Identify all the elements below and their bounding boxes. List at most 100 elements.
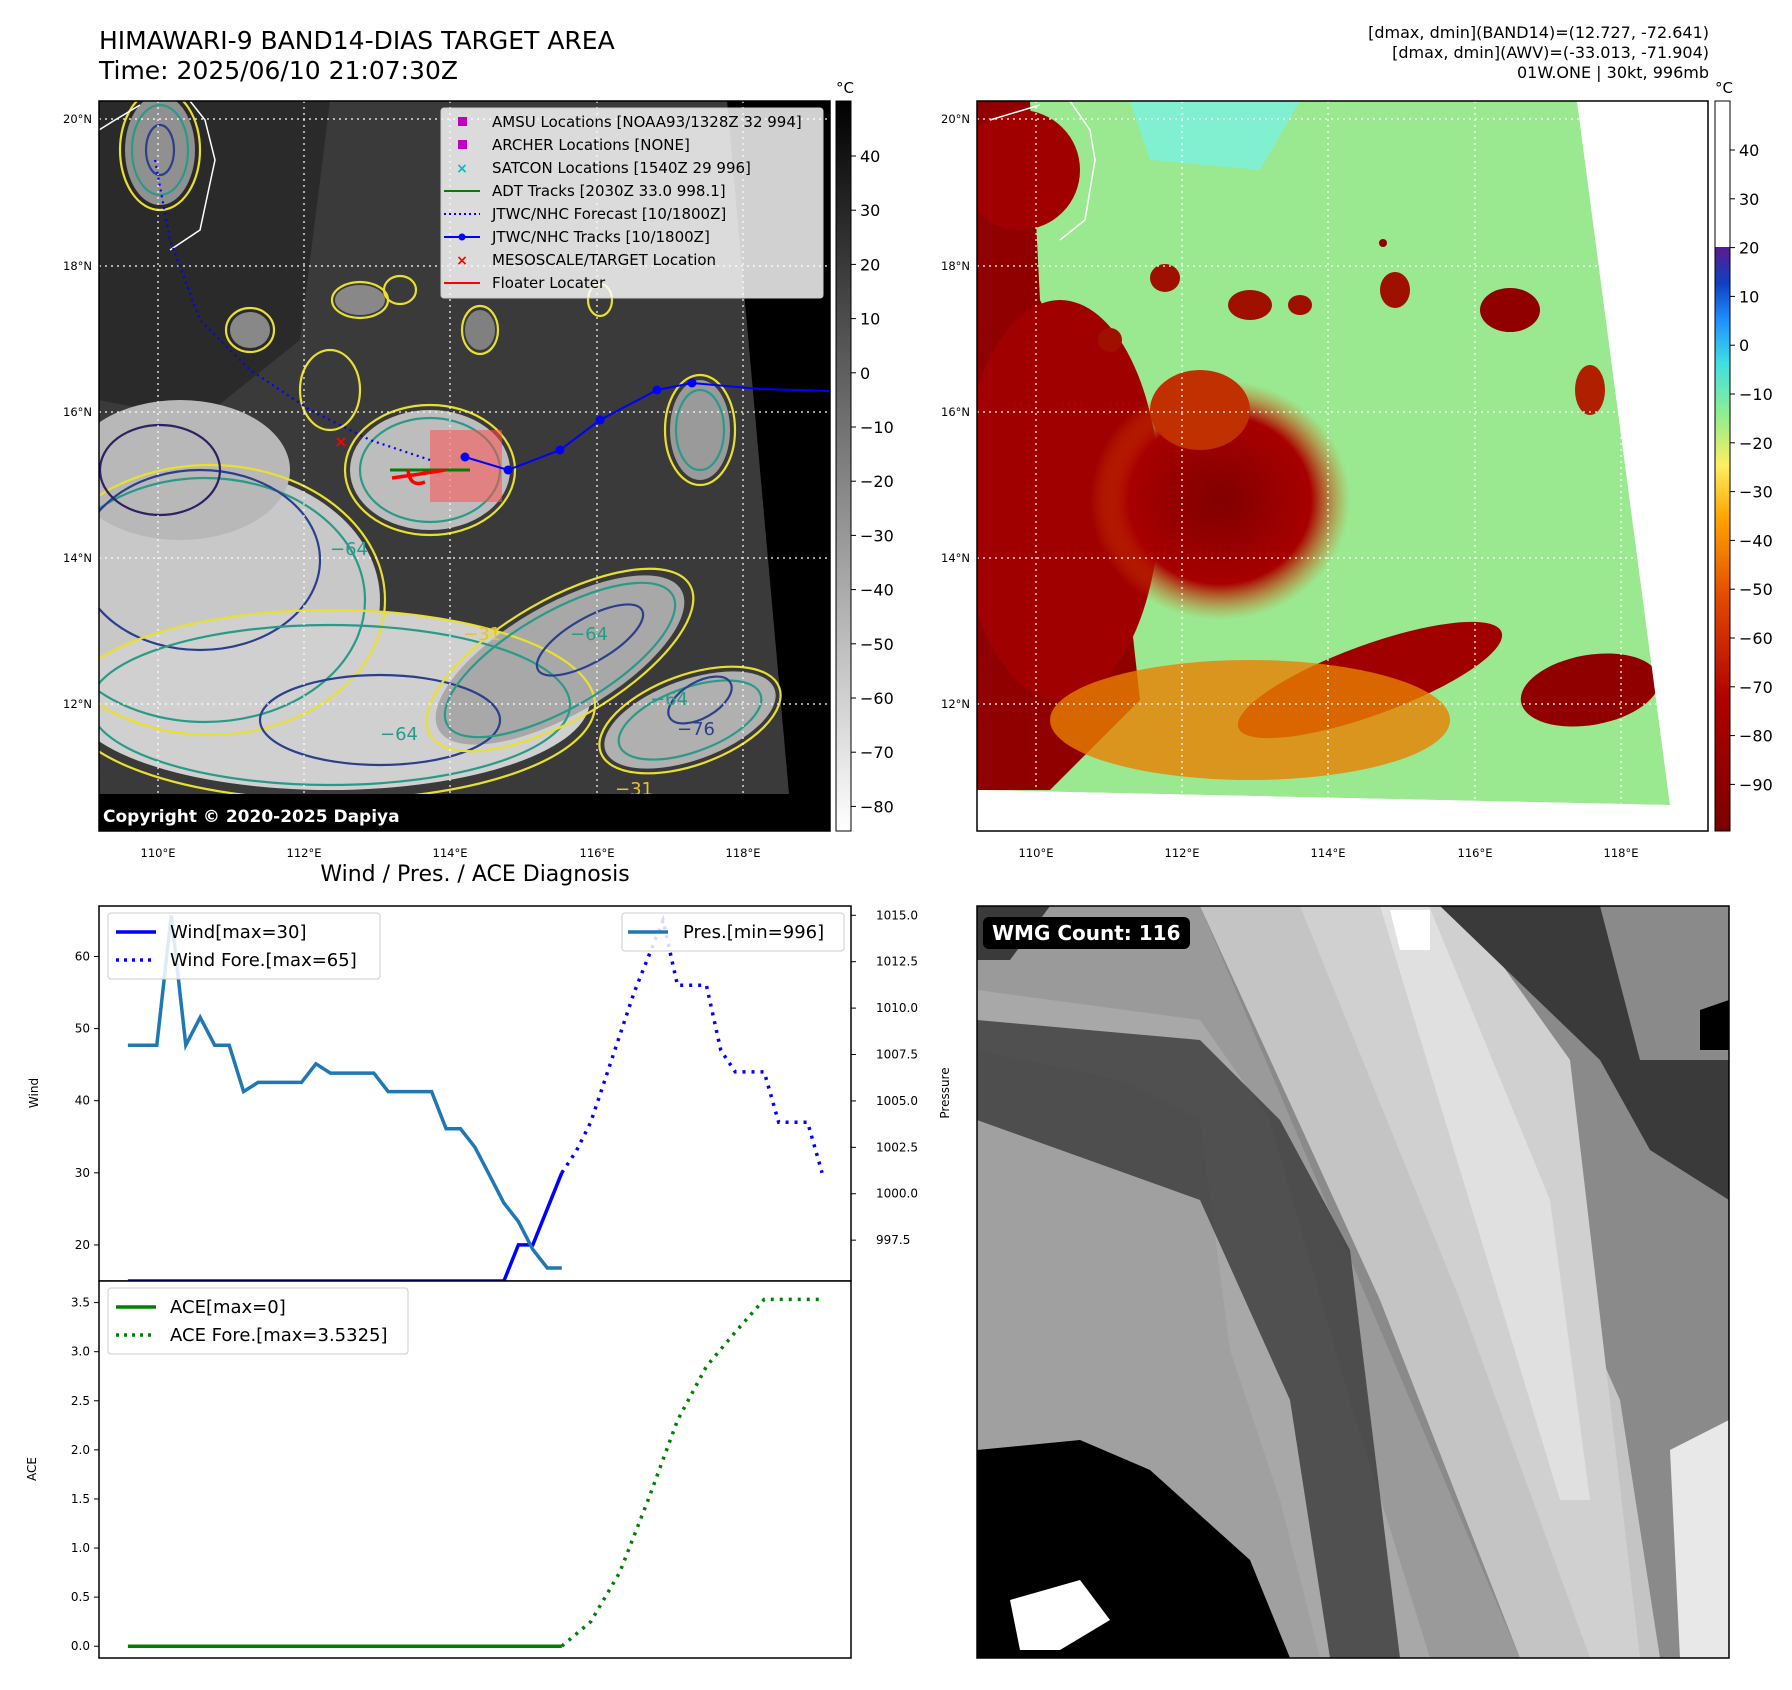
figure-title: HIMAWARI-9 BAND14-DIAS TARGET AREA Time:…	[99, 26, 615, 86]
ir-colorbar-tick: 30	[860, 201, 880, 220]
ir-colorbar-tick: −10	[860, 418, 894, 437]
ace-tick-label: 1.5	[71, 1492, 90, 1506]
ir-colorbar-tick: 40	[860, 147, 880, 166]
awv-colorbar-tick: −70	[1739, 678, 1773, 697]
ir-colorbar-tick: 0	[860, 364, 870, 383]
svg-text:Floater Locater: Floater Locater	[492, 274, 606, 292]
ace-legend: ACE[max=0] ACE Fore.[max=3.5325]	[107, 1287, 409, 1355]
product-title: HIMAWARI-9 BAND14-DIAS TARGET AREA	[99, 26, 615, 55]
ace-tick-label: 2.5	[71, 1394, 90, 1408]
pressure-tick-label: 1002.5	[876, 1140, 918, 1154]
ace-tick-label: 3.0	[71, 1345, 90, 1359]
ir-legend-item: JTWC/NHC Tracks [10/1800Z]	[444, 228, 710, 246]
wind-axis-label: Wind	[27, 1078, 41, 1108]
awv-colorbar-tick: 20	[1739, 239, 1759, 258]
ir-legend-item: AMSU Locations [NOAA93/1328Z 32 994]	[458, 113, 802, 131]
series-line-1	[560, 914, 824, 1174]
awv-colorbar-tick: −30	[1739, 483, 1773, 502]
awv-colorbar-tick: −60	[1739, 629, 1773, 648]
pressure-tick-label: 1015.0	[876, 908, 918, 922]
ir-colorbar: °C 40 30 20 10 0 −10 −20 −30 −40 −50 −60 −70 −80	[835, 79, 894, 832]
pressure-tick-label: 1005.0	[876, 1094, 918, 1108]
intensity-info: [dmax, dmin](BAND14)=(12.727, -72.641) […	[1368, 23, 1709, 83]
series-line-2	[127, 915, 562, 1270]
lon-tick-label: 118°E	[1604, 846, 1639, 860]
pressure-tick-label: 1012.5	[876, 955, 918, 969]
wind-tick-label: 20	[75, 1238, 90, 1252]
lon-tick-label: 118°E	[726, 846, 761, 860]
svg-text:×: ×	[456, 161, 468, 177]
wind-tick-label: 30	[75, 1166, 90, 1180]
ace-tick-label: 0.0	[71, 1639, 90, 1653]
ir-legend-item: ARCHER Locations [NONE]	[458, 136, 690, 154]
diagnosis-title: Wind / Pres. / ACE Diagnosis	[320, 862, 630, 887]
lat-tick-label: 14°N	[63, 551, 92, 565]
lon-tick-label: 114°E	[433, 846, 468, 860]
ir-legend-item: ADT Tracks [2030Z 33.0 998.1]	[444, 182, 726, 200]
ir-colorbar-tick: −30	[860, 526, 894, 545]
pressure-legend: Pres.[min=996]	[621, 912, 845, 952]
ace-series-line-1	[560, 1297, 823, 1648]
awv-colorbar-tick: −90	[1739, 775, 1773, 794]
lon-tick-label: 110°E	[141, 846, 176, 860]
wind-legend: Wind[max=30] Wind Fore.[max=65]	[107, 912, 381, 980]
ace-tick-label: 2.0	[71, 1443, 90, 1457]
awv-colorbar-tick: −50	[1739, 580, 1773, 599]
wmg-count-badge: WMG Count: 116	[983, 917, 1190, 949]
ir-legend-item: × MESOSCALE/TARGET Location	[456, 251, 716, 269]
svg-text:×: ×	[334, 432, 347, 451]
pressure-tick-label: 1000.0	[876, 1187, 918, 1201]
lon-tick-label: 112°E	[287, 846, 322, 860]
awv-colorbar-tick: −80	[1739, 727, 1773, 746]
svg-text:JTWC/NHC Forecast [10/1800Z]: JTWC/NHC Forecast [10/1800Z]	[491, 205, 726, 223]
pressure-tick-label: 1007.5	[876, 1048, 918, 1062]
product-time: Time: 2025/06/10 21:07:30Z	[99, 56, 458, 85]
wind-tick-label: 50	[75, 1022, 90, 1036]
ir-colorbar-tick: 10	[860, 310, 880, 329]
contour-label: −64	[570, 624, 608, 645]
awv-colorbar-tick: 40	[1739, 141, 1759, 160]
ir-legend-item: JTWC/NHC Forecast [10/1800Z]	[444, 205, 726, 223]
svg-text:AMSU Locations [NOAA93/1328Z 3: AMSU Locations [NOAA93/1328Z 32 994]	[492, 113, 802, 131]
ir-colorbar-tick: −70	[860, 743, 894, 762]
wmg-imagery	[977, 906, 1729, 1658]
svg-text:ARCHER Locations [NONE]: ARCHER Locations [NONE]	[492, 136, 690, 154]
ir-legend: AMSU Locations [NOAA93/1328Z 32 994] ARCH…	[440, 107, 824, 299]
ir-colorbar-tick: −20	[860, 472, 894, 491]
lat-tick-label: 18°N	[63, 259, 92, 273]
lat-tick-label: 18°N	[941, 259, 970, 273]
lat-tick-label: 20°N	[941, 112, 970, 126]
ace-tick-label: 0.5	[71, 1590, 90, 1604]
awv-colorbar-tick: 0	[1739, 336, 1749, 355]
ace-tick-label: 1.0	[71, 1541, 90, 1555]
contour-label: −64	[380, 724, 418, 745]
lon-tick-label: 112°E	[1165, 846, 1200, 860]
lat-tick-label: 14°N	[941, 551, 970, 565]
awv-colorbar: °C 40 30 20 10 0 −10 −20 −30 −40 −50 −60 −70 −80 −90	[1714, 79, 1773, 832]
lat-tick-label: 16°N	[941, 405, 970, 419]
ace-chart: 0.0 0.5 1.0 1.5 2.0 2.5 3.0 3.5 ACE ACE[max=0] …	[25, 1280, 852, 1659]
wind-pressure-chart: 20 30 40 50 60 997.5 1000.0 1002.5 1005.0 1007.5…	[27, 905, 952, 1283]
awv-imagery	[977, 101, 1708, 831]
awv-colorbar-unit: °C	[1715, 79, 1733, 97]
ir-colorbar-tick: −80	[860, 797, 894, 816]
lon-tick-label: 116°E	[1458, 846, 1493, 860]
lat-tick-label: 20°N	[63, 112, 92, 126]
awv-colorbar-tick: −20	[1739, 434, 1773, 453]
ir-colorbar-tick: −50	[860, 635, 894, 654]
lat-tick-label: 12°N	[63, 697, 92, 711]
awv-colorbar-tick: 10	[1739, 287, 1759, 306]
svg-text:MESOSCALE/TARGET Location: MESOSCALE/TARGET Location	[492, 251, 716, 269]
ace-tick-label: 3.5	[71, 1296, 90, 1310]
awv-range: [dmax, dmin](AWV)=(-33.013, -71.904)	[1392, 43, 1709, 62]
wind-legend-label: Wind[max=30]	[170, 922, 307, 943]
storm-summary: 01W.ONE | 30kt, 996mb	[1516, 63, 1709, 82]
ir-legend-item: × SATCON Locations [1540Z 29 996]	[456, 159, 751, 177]
wind-tick-label: 40	[75, 1094, 90, 1108]
wind-fore-legend-label: Wind Fore.[max=65]	[170, 950, 357, 971]
contour-label: −31	[463, 624, 501, 645]
pressure-tick-label: 997.5	[876, 1233, 910, 1247]
svg-text:ADT Tracks [2030Z 33.0 998.1]: ADT Tracks [2030Z 33.0 998.1]	[492, 182, 726, 200]
awv-colorbar-tick: −10	[1739, 385, 1773, 404]
